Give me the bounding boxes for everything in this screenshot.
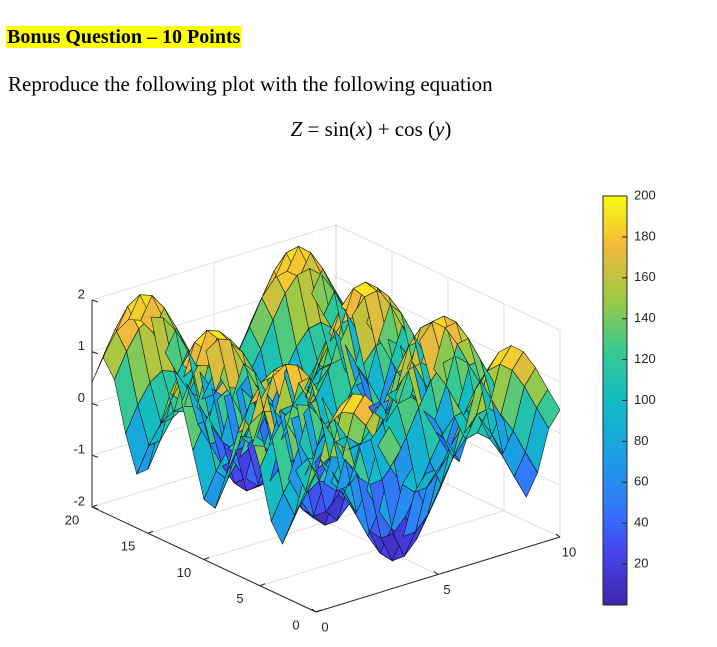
equation-lhs: Z: [290, 117, 303, 141]
y-tick: [259, 583, 266, 587]
x-tick-label: 5: [443, 582, 450, 597]
equation-equals: =: [302, 117, 325, 141]
y-tick: [91, 504, 98, 508]
colorbar-tick-label: 40: [634, 515, 648, 530]
z-tick: [91, 351, 99, 355]
y-tick: [147, 530, 154, 534]
y-tick: [203, 557, 210, 560]
equation-x: x: [356, 117, 366, 141]
equation-y: y: [435, 117, 445, 141]
colorbar: 20 40 60 80 100 120 140 160 180 200: [602, 187, 656, 606]
colorbar-tick-label: 20: [634, 556, 648, 571]
x-tick: [311, 608, 317, 613]
colorbar-tick-label: 180: [634, 228, 656, 243]
z-tick-label: 0: [78, 390, 85, 405]
equation-sin: sin(: [324, 117, 357, 141]
z-tick: [91, 506, 99, 510]
colorbar-tick-label: 160: [634, 269, 656, 284]
z-tick: [91, 299, 99, 303]
colorbar-tick-label: 200: [634, 187, 656, 202]
z-tick-label: -1: [73, 442, 85, 457]
y-tick-label: 20: [65, 512, 79, 527]
y-tick: [315, 609, 322, 613]
y-tick-label: 15: [121, 539, 135, 554]
y-tick-label: 0: [292, 617, 299, 632]
colorbar-tick-label: 60: [634, 474, 648, 489]
z-tick-label: 2: [78, 286, 85, 301]
colorbar-tick-label: 80: [634, 433, 648, 448]
y-tick-label: 5: [236, 591, 243, 606]
z-tick-label: 1: [78, 338, 85, 353]
equation-plus-cos: ) + cos (: [365, 117, 436, 141]
x-tick-label: 10: [562, 544, 576, 559]
z-tick-label: -2: [73, 493, 85, 508]
question-prompt: Reproduce the following plot with the fo…: [8, 72, 493, 96]
x-tick: [555, 533, 561, 538]
colorbar-tick-label: 120: [634, 351, 656, 366]
x-tick: [433, 571, 439, 575]
equation-close: ): [444, 117, 452, 141]
question-heading: Bonus Question – 10 Points: [6, 26, 242, 48]
surface-mesh: [91, 245, 561, 562]
y-tick-label: 10: [177, 565, 191, 580]
z-tick: [91, 454, 99, 458]
colorbar-tick-label: 100: [634, 392, 656, 407]
equation: Z = sin(x) + cos (y): [0, 115, 717, 143]
surface-patch: [536, 388, 561, 429]
z-tick: [91, 403, 99, 406]
colorbar-tick-label: 140: [634, 310, 656, 325]
x-tick-label: 0: [321, 619, 328, 634]
